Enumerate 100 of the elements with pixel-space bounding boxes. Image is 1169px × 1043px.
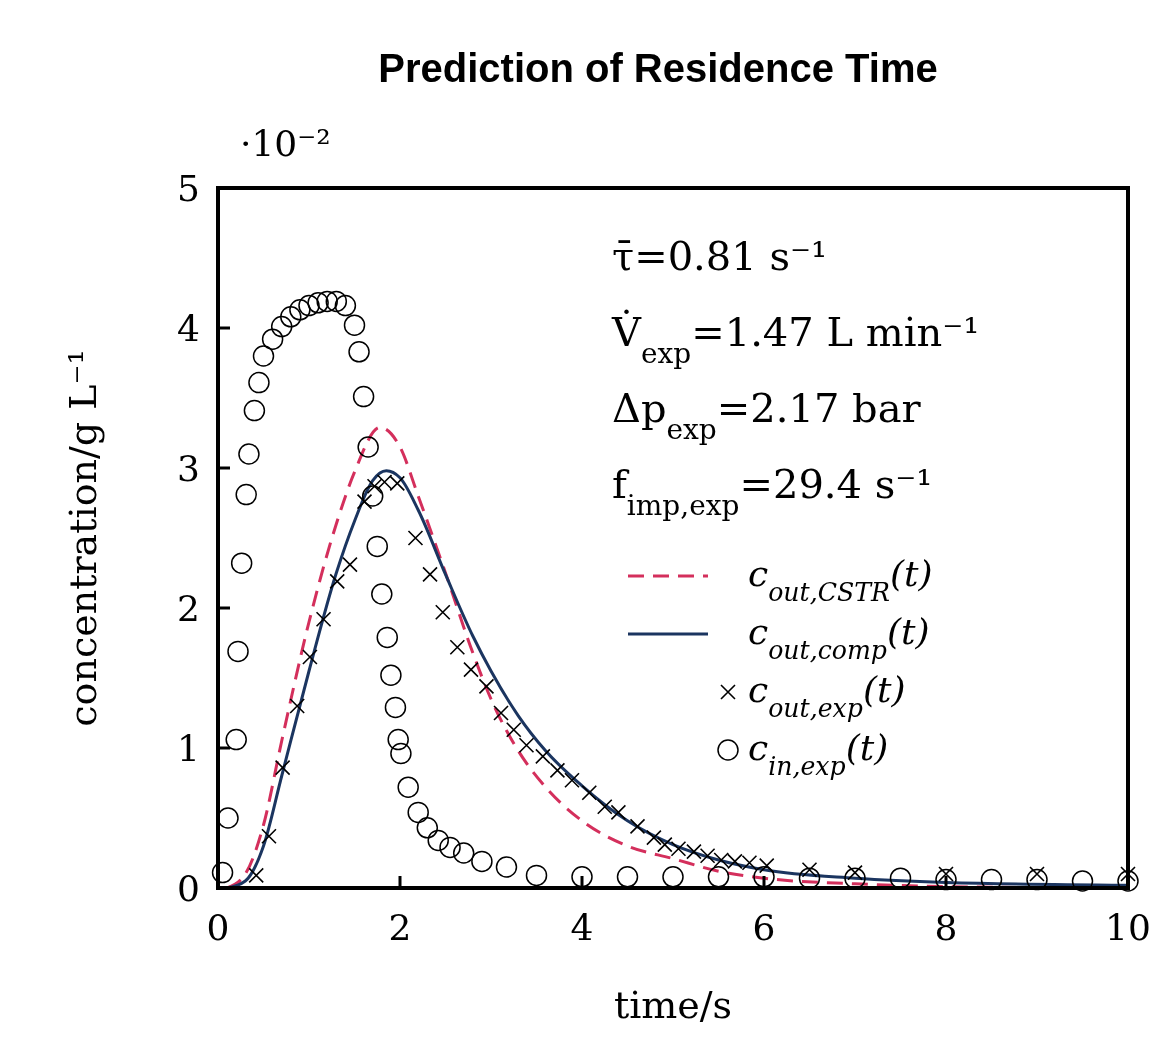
point bbox=[478, 678, 495, 695]
point bbox=[707, 866, 730, 888]
point bbox=[366, 535, 388, 558]
y-tick-label: 2 bbox=[177, 588, 200, 629]
point bbox=[427, 829, 449, 852]
point bbox=[657, 836, 673, 853]
point bbox=[252, 345, 275, 367]
point bbox=[235, 483, 257, 506]
point bbox=[384, 696, 407, 719]
point bbox=[471, 850, 493, 873]
point bbox=[581, 785, 598, 801]
point bbox=[211, 861, 234, 884]
point bbox=[596, 799, 613, 815]
point bbox=[571, 866, 593, 888]
point bbox=[270, 315, 293, 338]
x-tick-label: 10 bbox=[1105, 907, 1151, 948]
y-tick-label: 4 bbox=[177, 308, 200, 349]
point bbox=[325, 290, 348, 313]
y-tick-label: 3 bbox=[177, 448, 200, 489]
point bbox=[357, 436, 379, 458]
point bbox=[434, 604, 451, 620]
point bbox=[329, 573, 346, 590]
x-tick-label: 6 bbox=[752, 907, 776, 948]
point bbox=[302, 649, 318, 665]
point bbox=[238, 443, 260, 465]
point bbox=[230, 552, 253, 574]
point bbox=[463, 661, 479, 678]
point bbox=[280, 306, 302, 328]
point bbox=[493, 705, 509, 721]
y-tick-label: 1 bbox=[177, 728, 200, 769]
point bbox=[248, 371, 270, 394]
point bbox=[315, 611, 332, 627]
x-tick-label: 8 bbox=[934, 907, 958, 948]
point bbox=[243, 399, 266, 422]
point bbox=[798, 867, 821, 889]
point bbox=[289, 698, 305, 714]
point bbox=[274, 759, 291, 776]
legend-label: c$_{out,CSTR}$(t) bbox=[748, 553, 933, 607]
x-tick-label: 2 bbox=[388, 907, 412, 948]
point bbox=[289, 299, 311, 321]
point bbox=[629, 818, 646, 835]
point bbox=[376, 626, 399, 649]
point bbox=[699, 848, 716, 864]
point bbox=[407, 530, 424, 546]
point bbox=[227, 640, 249, 663]
point bbox=[334, 294, 357, 317]
point bbox=[610, 804, 627, 821]
point bbox=[758, 857, 775, 874]
point bbox=[366, 478, 383, 494]
x-tick-label: 4 bbox=[570, 907, 594, 948]
point bbox=[342, 556, 358, 573]
point bbox=[844, 867, 866, 889]
point bbox=[889, 867, 912, 889]
point bbox=[1117, 870, 1139, 892]
point bbox=[525, 864, 548, 887]
point bbox=[495, 856, 518, 878]
point bbox=[452, 842, 475, 864]
point bbox=[397, 776, 419, 798]
point bbox=[646, 829, 662, 846]
point bbox=[248, 867, 265, 884]
point bbox=[535, 748, 551, 765]
point bbox=[371, 583, 393, 605]
point bbox=[387, 728, 409, 751]
point bbox=[662, 866, 684, 888]
x-tick-label: 0 bbox=[206, 907, 230, 948]
y-tick-label: 0 bbox=[177, 868, 200, 909]
point bbox=[518, 737, 535, 753]
point bbox=[380, 664, 402, 686]
annotation: τ̄=0.81 s⁻¹ bbox=[612, 233, 828, 279]
text: ·10⁻² bbox=[240, 123, 331, 164]
y-tick-label: 5 bbox=[177, 168, 200, 209]
point bbox=[316, 290, 338, 313]
y-axis-title: concentration/g L⁻¹ bbox=[61, 349, 105, 727]
point bbox=[352, 385, 375, 408]
point bbox=[1071, 870, 1094, 892]
annotation: V̇$_{exp}$=1.47 L min⁻¹ bbox=[611, 308, 980, 370]
point bbox=[449, 639, 466, 655]
x-axis-title: time/s bbox=[613, 983, 733, 1027]
point bbox=[549, 762, 566, 779]
point bbox=[564, 772, 580, 788]
point bbox=[361, 485, 384, 507]
annotation: f$_{imp,exp}$=29.4 s⁻¹ bbox=[612, 461, 933, 522]
point bbox=[390, 742, 412, 765]
point bbox=[753, 866, 775, 888]
point bbox=[407, 801, 429, 824]
point bbox=[422, 566, 438, 583]
point bbox=[416, 817, 439, 839]
point bbox=[348, 341, 370, 363]
point bbox=[616, 866, 639, 888]
legend-label: c$_{out,exp}$(t) bbox=[748, 669, 906, 723]
point bbox=[225, 728, 247, 751]
point bbox=[298, 294, 320, 317]
point bbox=[307, 292, 329, 314]
point bbox=[217, 807, 239, 829]
chart-title: Prediction of Residence Time bbox=[378, 46, 938, 90]
point bbox=[261, 828, 277, 844]
legend-label: c$_{in,exp}$(t) bbox=[748, 727, 889, 781]
point bbox=[505, 722, 522, 738]
legend-label: c$_{out,comp}$(t) bbox=[748, 611, 930, 665]
point bbox=[439, 836, 461, 859]
